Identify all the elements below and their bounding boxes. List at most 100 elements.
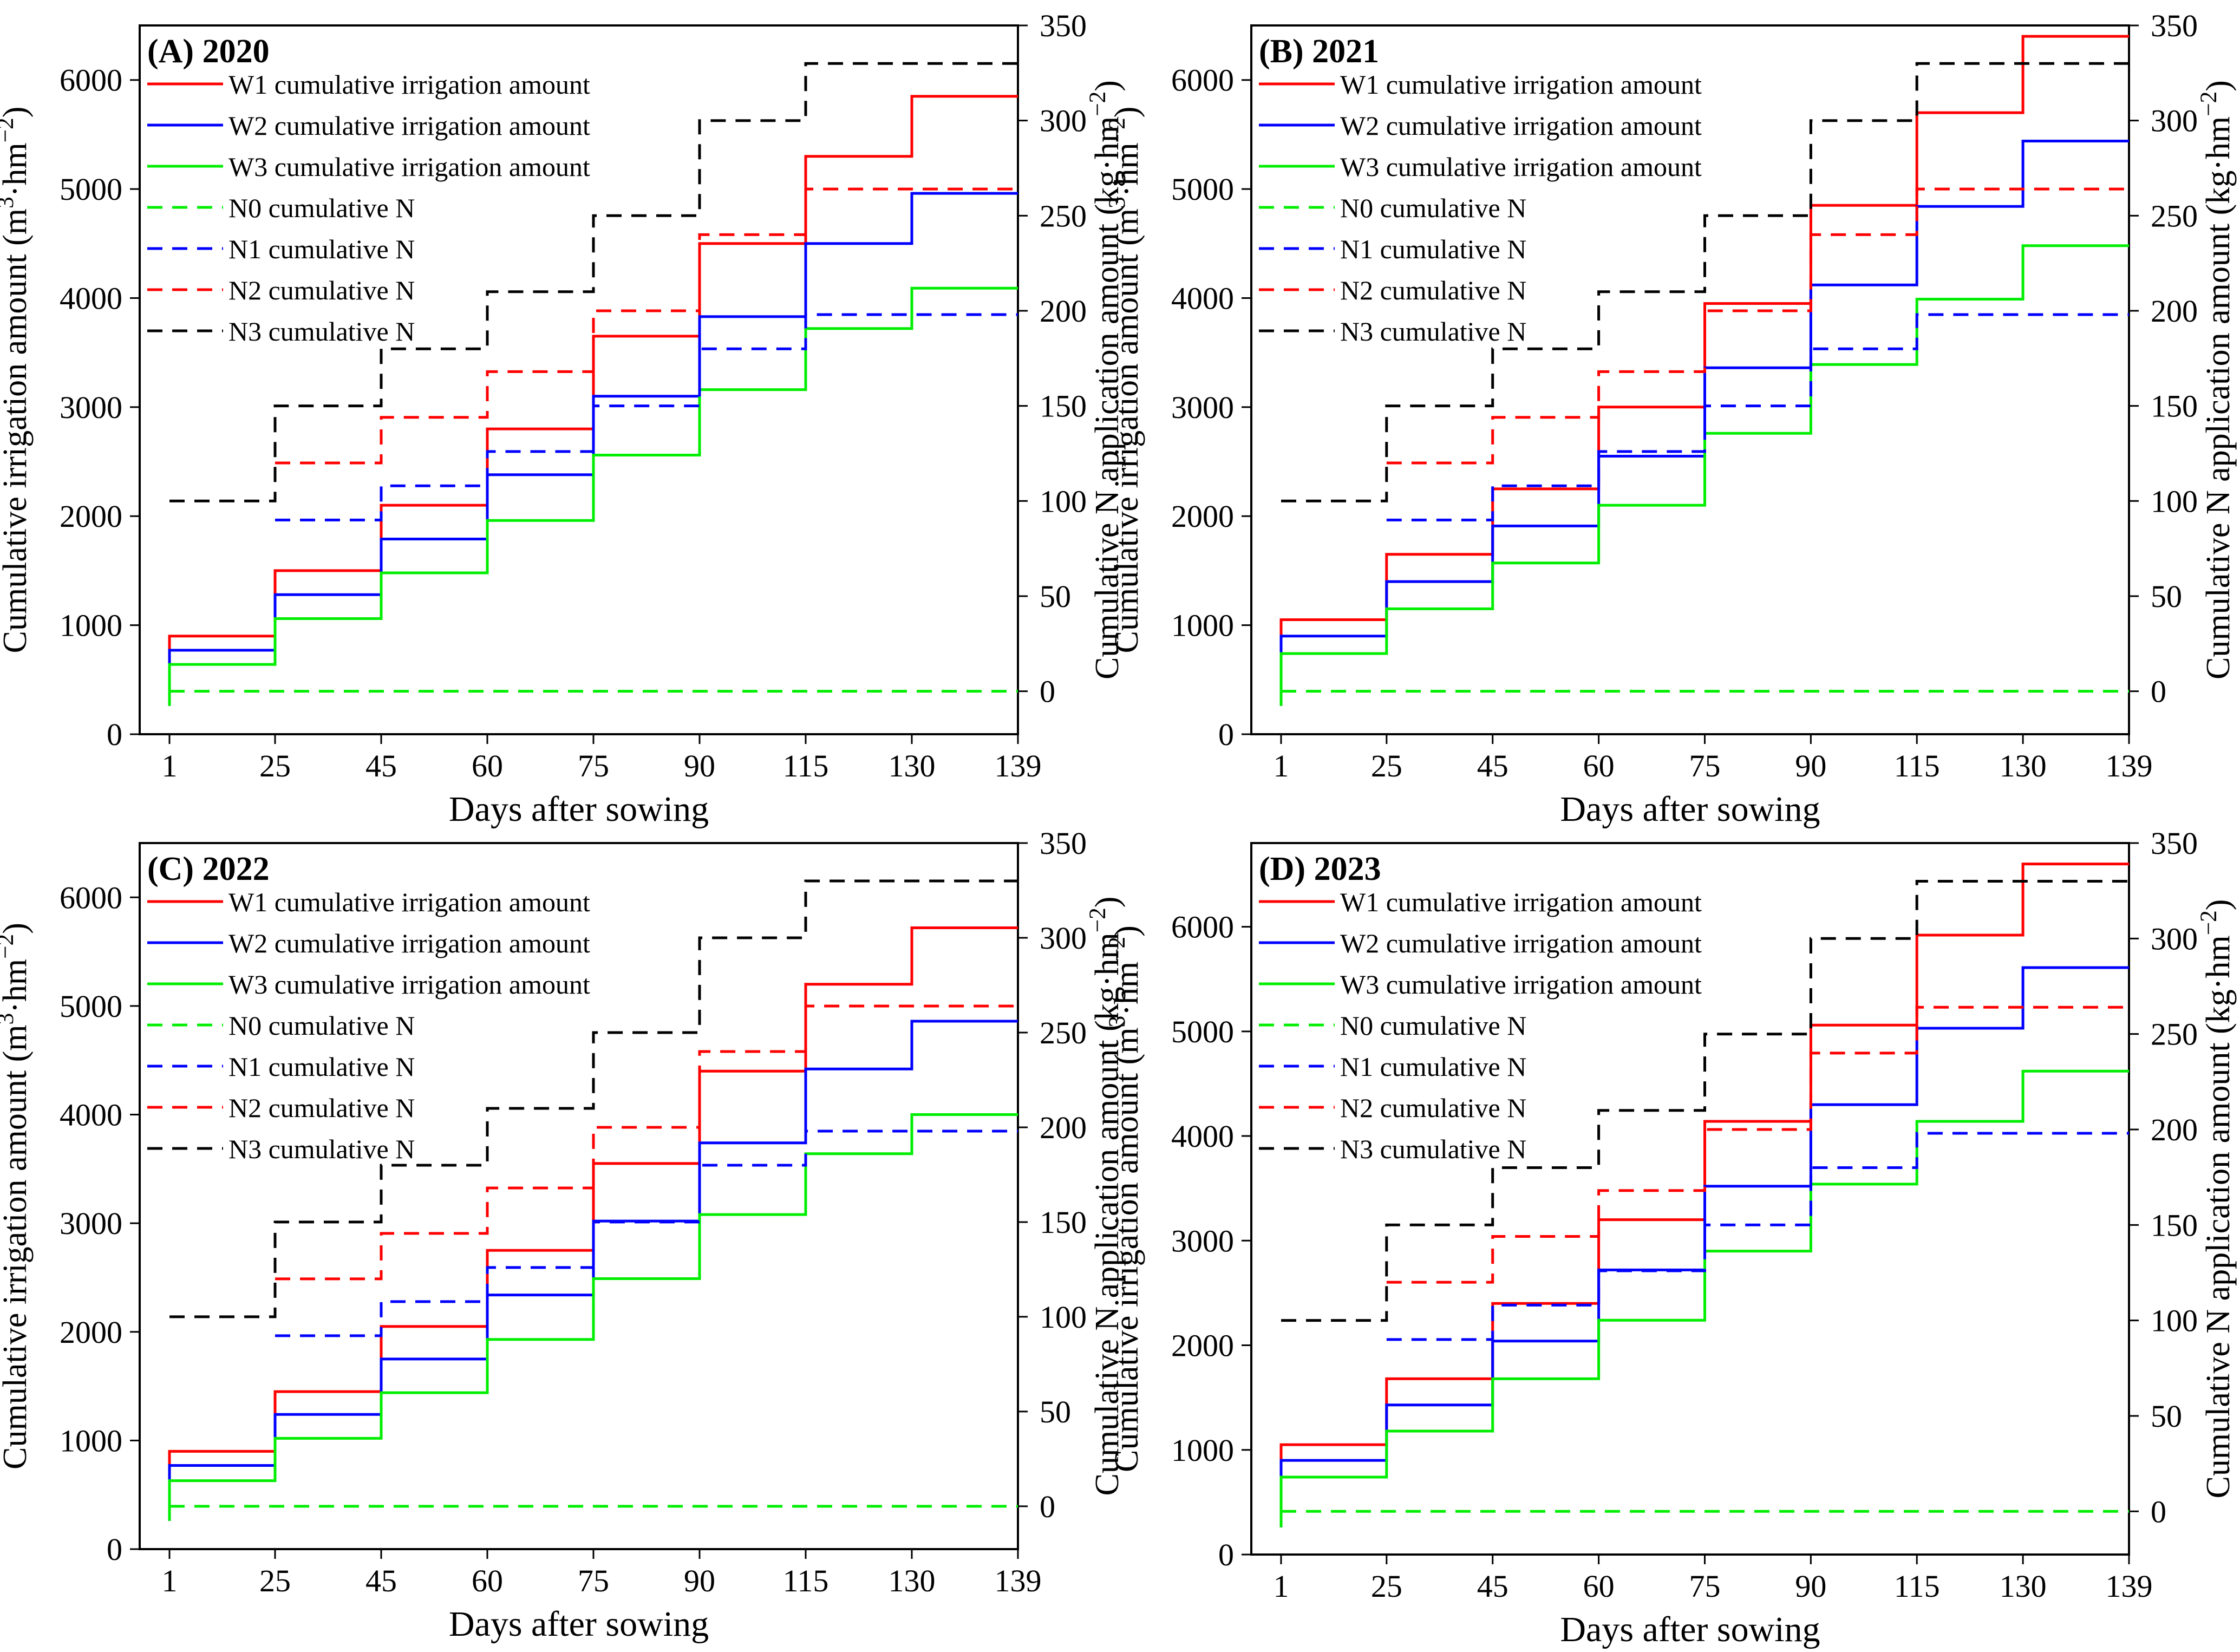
x-tick-label: 115 <box>783 1563 829 1598</box>
legend-label: N1 cumulative N <box>1340 1052 1526 1082</box>
x-tick-label: 90 <box>684 1563 715 1598</box>
x-tick-label: 1 <box>162 748 178 783</box>
x-axis-label: Days after sowing <box>1560 789 1820 829</box>
y2-tick-label: 0 <box>2151 674 2166 709</box>
legend-label: N0 cumulative N <box>228 1010 415 1041</box>
x-tick-label: 139 <box>2106 748 2153 783</box>
x-tick-label: 25 <box>1371 748 1402 783</box>
y2-tick-label: 250 <box>2151 1017 2198 1052</box>
x-axis-label: Days after sowing <box>449 1604 709 1644</box>
x-tick-label: 1 <box>1273 748 1289 783</box>
series-line-w3 <box>1279 1069 2129 1527</box>
y-tick-label: 4000 <box>60 280 122 316</box>
x-axis-label: Days after sowing <box>449 789 709 829</box>
plot-frame <box>1250 24 2130 735</box>
y2-axis-label: Cumulative N application amount (kg·hm−2… <box>2196 80 2237 680</box>
y-tick-label: 4000 <box>1171 1119 1234 1154</box>
y-tick-label: 6000 <box>60 880 122 915</box>
legend-label: N3 cumulative N <box>1340 316 1526 347</box>
plot-frame <box>139 24 1019 735</box>
x-tick-label: 60 <box>472 1563 503 1598</box>
y2-tick-label: 0 <box>1040 1489 1055 1524</box>
x-tick-label: 75 <box>1689 748 1720 783</box>
y2-tick-label: 300 <box>1040 103 1087 139</box>
legend-label: W2 cumulative irrigation amount <box>228 110 590 141</box>
series-line-n2 <box>275 1004 1018 1281</box>
y2-axis-label: Cumulative N application amount (kg·hm−2… <box>1085 897 1126 1496</box>
x-tick-label: 75 <box>578 748 609 783</box>
legend-label: W3 cumulative irrigation amount <box>1340 152 1702 182</box>
x-tick-label: 130 <box>2000 1569 2047 1604</box>
legend-label: N0 cumulative N <box>1340 193 1526 223</box>
y2-tick-label: 250 <box>1040 1015 1087 1050</box>
x-tick-label: 130 <box>889 748 936 783</box>
y2-tick-label: 300 <box>1040 920 1087 956</box>
legend-label: W2 cumulative irrigation amount <box>1340 110 1702 141</box>
x-tick-label: 90 <box>1795 748 1826 783</box>
panel-title: (C) 2022 <box>147 851 270 887</box>
legend-label: W3 cumulative irrigation amount <box>228 152 590 182</box>
legend-label: N2 cumulative N <box>1340 1093 1526 1123</box>
plot-frame <box>139 842 1019 1550</box>
y-tick-label: 0 <box>107 1532 122 1567</box>
legend-label: W1 cumulative irrigation amount <box>228 887 590 917</box>
y-axis-label: Cumulative irrigation amount (m3·hm−2) <box>1104 107 1145 654</box>
legend-label: N3 cumulative N <box>1340 1134 1526 1164</box>
y-tick-label: 6000 <box>60 63 122 98</box>
y-tick-label: 2000 <box>1171 499 1234 534</box>
series-line-n1 <box>275 1129 1018 1337</box>
y-tick-label: 1000 <box>1171 608 1234 643</box>
legend-label: W3 cumulative irrigation amount <box>1340 969 1702 1000</box>
y2-tick-label: 350 <box>1040 8 1087 43</box>
y2-tick-label: 350 <box>1040 826 1087 861</box>
x-tick-label: 139 <box>995 1563 1042 1598</box>
legend-label: N1 cumulative N <box>1340 234 1526 264</box>
y-tick-label: 5000 <box>60 172 122 207</box>
y-tick-label: 2000 <box>60 499 122 534</box>
x-tick-label: 60 <box>1583 1569 1615 1604</box>
y-tick-label: 4000 <box>1171 280 1234 316</box>
legend-label: W1 cumulative irrigation amount <box>1340 69 1702 100</box>
y2-tick-label: 50 <box>1040 579 1071 614</box>
y-tick-label: 6000 <box>1171 63 1234 98</box>
y-tick-label: 0 <box>1218 1537 1234 1572</box>
y2-tick-label: 300 <box>2151 103 2198 139</box>
y-tick-label: 1000 <box>60 1423 122 1458</box>
x-tick-label: 130 <box>2000 748 2047 783</box>
legend-label: N2 cumulative N <box>228 275 415 305</box>
y-tick-label: 6000 <box>1171 910 1234 945</box>
x-tick-label: 1 <box>1273 1569 1289 1604</box>
y-tick-label: 3000 <box>60 390 122 425</box>
y2-axis-label: Cumulative N application amount (kg·hm−2… <box>2196 899 2237 1499</box>
series-line-n3 <box>1281 62 2129 502</box>
y-tick-label: 1000 <box>60 608 122 643</box>
legend-label: N3 cumulative N <box>228 1134 415 1164</box>
y-tick-label: 3000 <box>60 1206 122 1241</box>
series-line-w3 <box>1279 244 2129 706</box>
x-tick-label: 60 <box>1583 748 1615 783</box>
legend-label: N2 cumulative N <box>228 1093 415 1123</box>
y2-tick-label: 100 <box>2151 1303 2198 1338</box>
legend-label: N3 cumulative N <box>228 316 415 347</box>
y2-tick-label: 50 <box>2151 1399 2182 1434</box>
legend-label: W1 cumulative irrigation amount <box>1340 887 1702 917</box>
x-tick-label: 75 <box>1689 1569 1720 1604</box>
x-tick-label: 90 <box>684 748 715 783</box>
y-tick-label: 0 <box>1218 717 1234 752</box>
panel-d: 1 25 45 60 75 90 115 130 139 Days after sowing 0 10… <box>1104 826 2237 1649</box>
y-tick-label: 0 <box>107 717 122 752</box>
legend-label: N1 cumulative N <box>228 1052 415 1082</box>
series-line-n2 <box>275 187 1018 465</box>
x-tick-label: 1 <box>162 1563 178 1598</box>
y2-tick-label: 50 <box>2151 579 2182 614</box>
series-line-n2 <box>1386 187 2129 465</box>
plot-frame <box>1250 842 2130 1556</box>
y2-tick-label: 50 <box>1040 1394 1071 1429</box>
y-tick-label: 5000 <box>60 989 122 1024</box>
y-tick-label: 2000 <box>60 1315 122 1350</box>
y-axis-label: Cumulative irrigation amount (m3·hm−2) <box>1104 925 1145 1472</box>
x-tick-label: 75 <box>578 1563 609 1598</box>
y2-tick-label: 200 <box>2151 1112 2198 1147</box>
x-tick-label: 115 <box>1894 748 1940 783</box>
y-tick-label: 2000 <box>1171 1328 1234 1363</box>
